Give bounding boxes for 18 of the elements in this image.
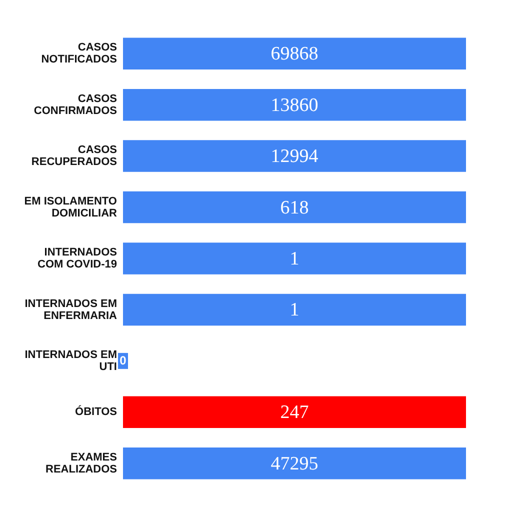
category-label: INTERNADOS EM UTI (24, 348, 117, 373)
data-label: 1 (290, 300, 300, 321)
category-label: INTERNADOS EM ENFERMARIA (24, 298, 118, 322)
data-label: 12994 (270, 146, 319, 168)
category-label: EXAMES REALIZADOS (46, 451, 117, 476)
category-label: INTERNADOS COM COVID-19 (38, 246, 117, 271)
data-label: 618 (280, 197, 309, 218)
data-label: 1 (290, 248, 300, 270)
category-label: CASOS CONFIRMADOS (34, 92, 117, 117)
data-label: 69868 (270, 44, 318, 65)
data-label: 47295 (270, 453, 318, 474)
data-label: 0 (120, 353, 127, 368)
category-label: EM ISOLAMENTO DOMICILIAR (24, 195, 118, 220)
category-label: ÓBITOS (75, 405, 117, 418)
category-label: CASOS NOTIFICADOS (41, 42, 117, 66)
data-label: 247 (280, 402, 309, 424)
category-label: CASOS RECUPERADOS (31, 144, 117, 168)
data-label: 13860 (270, 94, 318, 116)
